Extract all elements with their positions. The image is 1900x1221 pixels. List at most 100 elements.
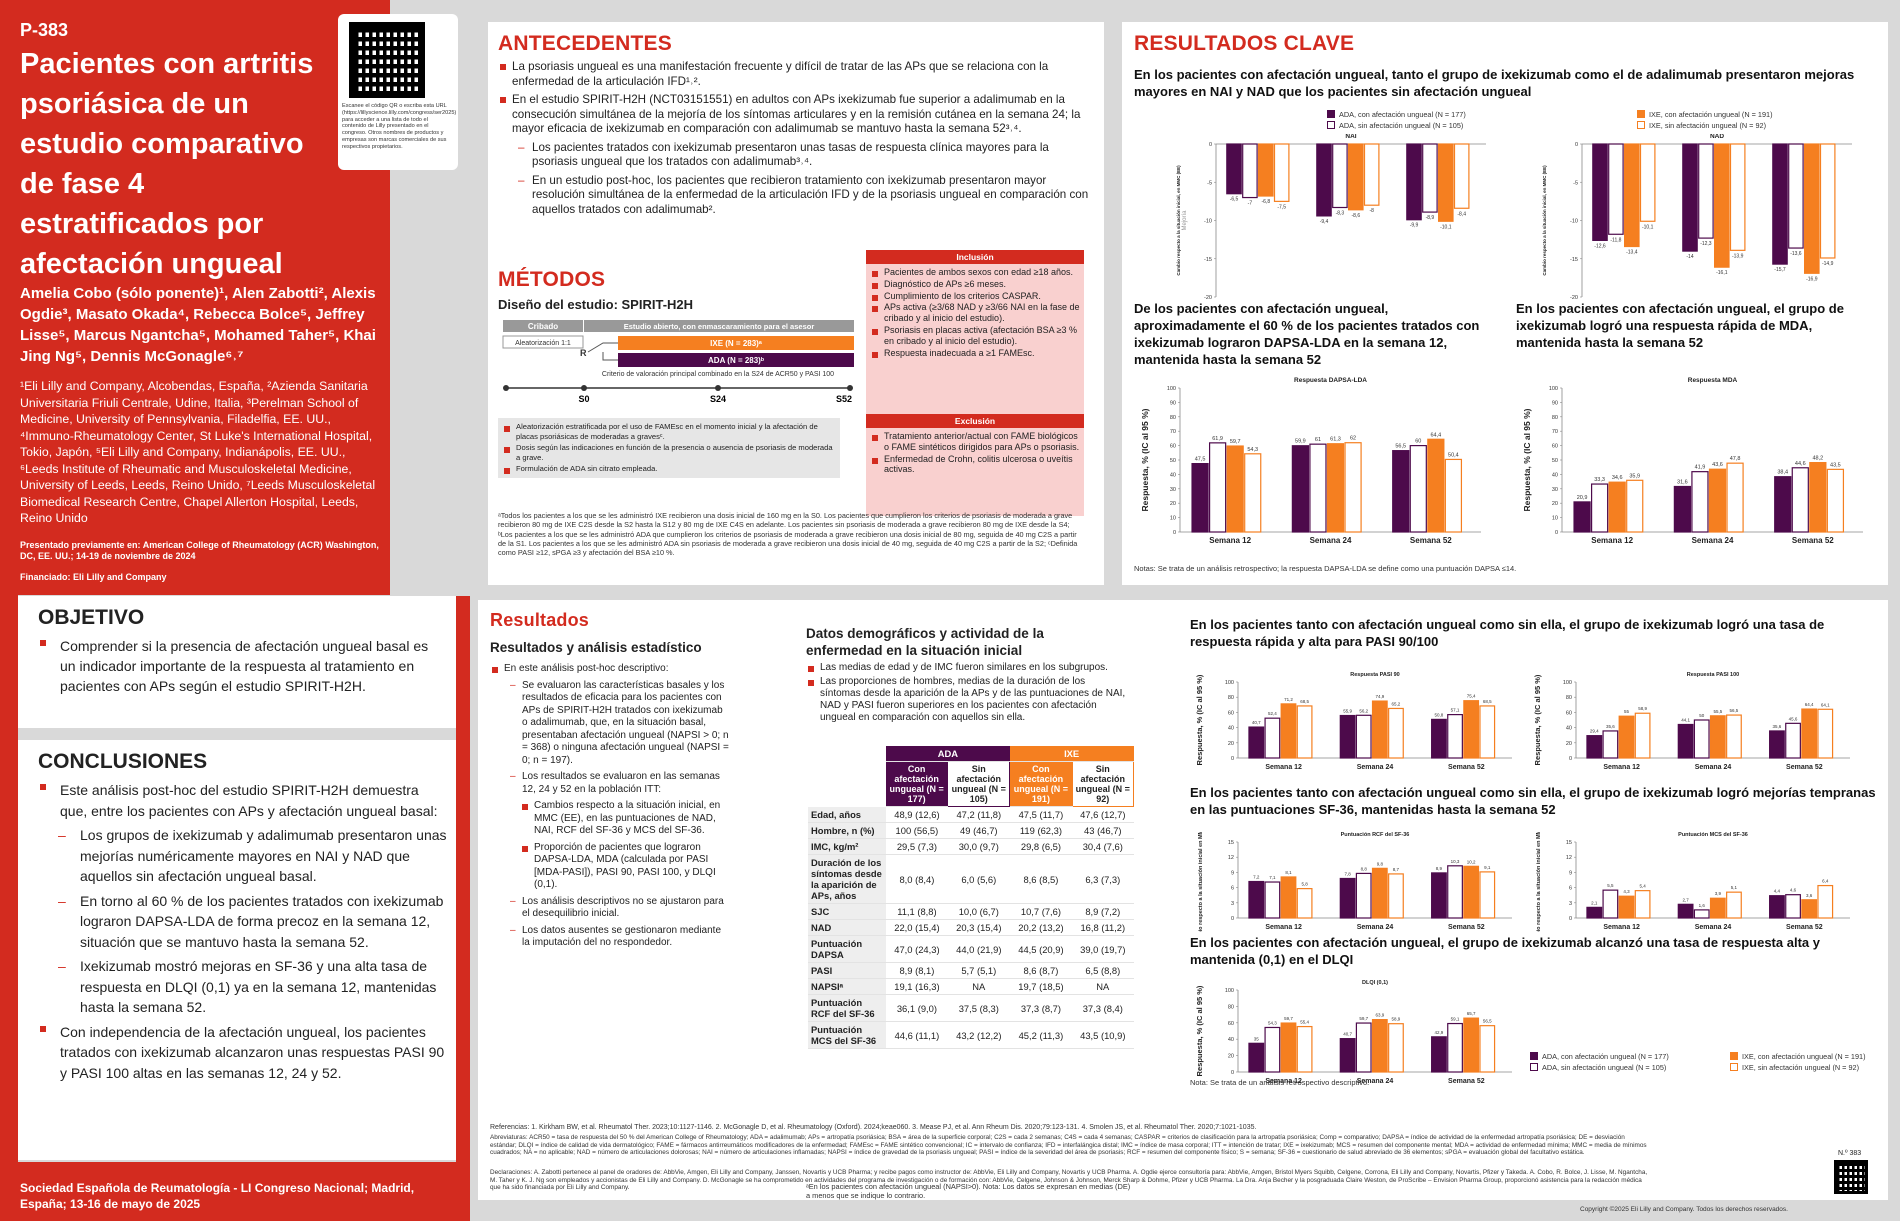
bar (1726, 462, 1744, 533)
clave-title: RESULTADOS CLAVE (1134, 32, 1355, 55)
data-label: 56,5 (1395, 444, 1406, 450)
data-label: 65,2 (1392, 701, 1401, 706)
data-label: 3,9 (1715, 891, 1722, 896)
bar (1447, 714, 1463, 759)
copyright-line: Copyright ©2025 Eli Lilly and Company. T… (1580, 1206, 1788, 1213)
stat-title: Resultados y análisis estadístico (490, 640, 702, 655)
conclusion-1a: Los grupos de ixekizumab y adalimumab pr… (80, 827, 447, 884)
y-tick-label: 40 (1566, 726, 1572, 732)
bar (1226, 445, 1244, 533)
x-tick-label: Semana 52 (1786, 764, 1823, 771)
bar (1788, 143, 1804, 249)
bar (1769, 730, 1785, 759)
bar (1673, 485, 1692, 533)
bar (1296, 705, 1313, 759)
data-label: 43,5 (1830, 462, 1841, 468)
data-label: 42,9 (1435, 1030, 1444, 1035)
data-label: 59,7 (1284, 1016, 1293, 1021)
bar (1447, 1022, 1463, 1073)
x-tick-label: Semana 24 (1357, 764, 1394, 771)
data-label: -12,3 (1700, 241, 1712, 247)
conclusion-1c: Ixekizumab mostró mejoras en SF-36 y una… (80, 958, 437, 1015)
x-tick-label: Semana 24 (1357, 924, 1394, 931)
bar (1280, 703, 1297, 759)
antecedentes-title: ANTECEDENTES (498, 32, 672, 55)
bar (1634, 890, 1651, 919)
chart-nai: NAI -20 -15 -10 -5 0 Cambio respecto a la situ… (1176, 134, 1486, 301)
y-tick-label: 9 (1569, 870, 1572, 876)
y-axis-label: Respuesta, % (IC al 95 %) (1533, 674, 1542, 765)
data-label: -14 (1686, 254, 1693, 260)
x-tick-label: Semana 24 (1310, 536, 1352, 545)
data-label: -12,6 (1594, 243, 1606, 249)
bar (1693, 909, 1710, 919)
bar (1427, 438, 1445, 533)
bar (1406, 143, 1422, 221)
y-tick-label: 30 (1552, 487, 1558, 493)
table-row: Puntuación DAPSA 47,0 (24,3) 44,0 (21,9) 44… (808, 935, 1134, 963)
bar (1273, 143, 1290, 202)
y-tick-label: 15 (1566, 840, 1572, 846)
study-design-diagram: Cribado Estudio abierto, con enmascarami… (502, 320, 854, 404)
y-axis-label: Cambio respecto a la situación inicial e… (1198, 832, 1204, 932)
data-label: 5,1 (1731, 885, 1738, 890)
y-tick-label: 0 (1569, 756, 1572, 762)
chart-title: DLQI (0,1) (1362, 980, 1388, 986)
data-label: 61,9 (1212, 436, 1223, 442)
bar (1244, 453, 1262, 533)
bar (1573, 501, 1591, 533)
x-tick-label: Semana 52 (1410, 536, 1452, 545)
y-tick-label: 60 (1228, 1021, 1234, 1027)
data-label: 58,9 (1392, 1017, 1401, 1022)
bar (1826, 468, 1845, 533)
table-row: PASI 8,9 (8,1) 5,7 (5,1) 8,6 (8,7) 6,5 (8,8) (808, 962, 1134, 979)
data-label: 50,8 (1435, 712, 1444, 717)
y-tick-label: 70 (1170, 429, 1176, 435)
data-label: 62 (1350, 436, 1356, 442)
data-label: 5,5 (1607, 883, 1614, 888)
bar (1772, 143, 1788, 265)
y-tick-label: 6 (1231, 886, 1234, 892)
data-label: 64,4 (1805, 702, 1814, 707)
data-label: -16,1 (1716, 270, 1728, 276)
bar (1618, 895, 1635, 919)
chart-title: Respuesta DAPSA-LDA (1294, 377, 1367, 384)
antecedentes-2a: Los pacientes tratados con ixekizumab pr… (532, 140, 1049, 169)
bar (1769, 895, 1785, 919)
svg-text:Cribado: Cribado (528, 322, 558, 331)
x-tick-label: Semana 24 (1357, 1078, 1394, 1085)
mid-heading-4: En los pacientes tanto con afectación un… (1190, 617, 1825, 649)
y-tick-label: 100 (1563, 680, 1572, 686)
data-label: 56,2 (1359, 708, 1368, 713)
chart-dapsa: Respuesta DAPSA-LDA 0 10 20 30 40 50 60 70 80 90 10… (1140, 377, 1481, 545)
bar (1291, 445, 1310, 533)
y-tick-label: -5 (1207, 180, 1212, 186)
bar (1626, 479, 1644, 533)
data-label: -13,9 (1732, 253, 1744, 259)
data-label: -7 (1248, 201, 1253, 207)
data-label: 5,8 (1301, 882, 1308, 887)
bar (1344, 442, 1362, 533)
qr-code-icon[interactable] (349, 22, 425, 98)
res-1d: Los datos ausentes se gestionaron median… (522, 924, 722, 949)
data-label: 1,6 (1699, 903, 1706, 908)
chart-sf36-rcf: Puntuación RCF del SF-36 0 3 6 9 12 15 Cambio r… (1198, 832, 1512, 932)
bar (1729, 143, 1746, 251)
bar (1586, 906, 1603, 919)
svg-text:IXE (N = 283)ᵃ: IXE (N = 283)ᵃ (710, 339, 762, 348)
y-tick-label: -20 (1204, 295, 1212, 301)
y-axis-label: Cambio respecto a la situación inicial, … (1542, 165, 1547, 276)
data-label: 8,1 (1285, 870, 1292, 875)
bar (1691, 471, 1709, 533)
svg-text:Aleatorización 1:1: Aleatorización 1:1 (515, 340, 571, 347)
data-label: 9,8 (1377, 861, 1384, 866)
y-tick-label: 40 (1170, 472, 1176, 478)
qr-code-icon-small[interactable] (1834, 1160, 1868, 1194)
chart-title: Respuesta MDA (1688, 377, 1738, 384)
data-label: 63,9 (1375, 1013, 1384, 1018)
bar (1785, 894, 1801, 919)
data-label: 68,5 (1300, 699, 1309, 704)
data-label: 7,2 (1253, 875, 1260, 880)
data-label: 10,3 (1451, 859, 1460, 864)
data-label: 47,8 (1730, 456, 1741, 462)
